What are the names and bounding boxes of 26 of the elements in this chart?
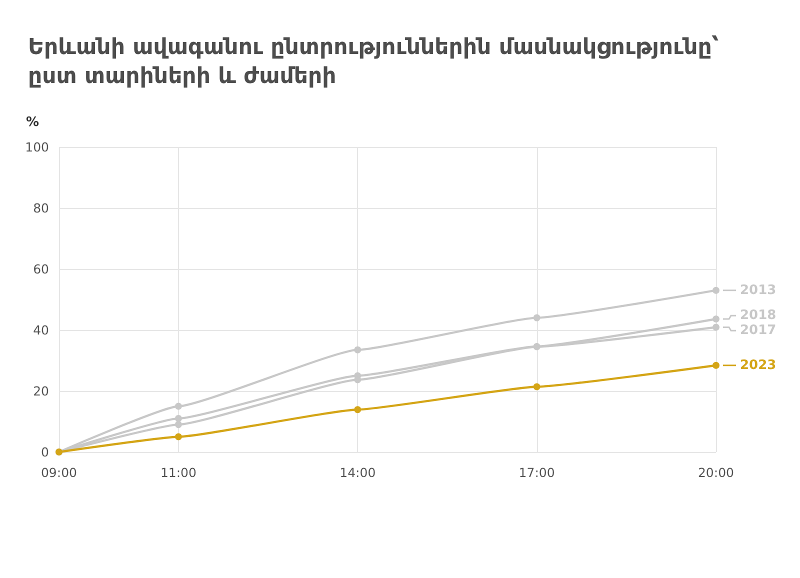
y-tick-label: 40: [33, 322, 50, 338]
point: [533, 314, 540, 322]
y-tick-label: 100: [25, 140, 50, 154]
point: [354, 406, 362, 414]
point: [712, 316, 720, 323]
point: [712, 324, 720, 331]
point: [174, 421, 182, 428]
point: [354, 346, 362, 354]
point: [712, 362, 720, 369]
chart-title: Երևանի ավագանու ընտրություններին մասնակցությունը՝ ըստ տարիների և ժամերի: [28, 34, 720, 91]
point: [174, 433, 182, 440]
legend-label: 2023: [740, 358, 776, 373]
point: [174, 402, 182, 410]
point: [533, 383, 540, 390]
y-tick-label: 0: [41, 444, 50, 460]
x-tick-label: 20:00: [698, 465, 734, 480]
point: [712, 286, 720, 294]
point: [174, 414, 182, 422]
x-tick-label: 17:00: [518, 465, 555, 480]
x-tick-label: 11:00: [160, 465, 197, 480]
y-tick-label: 60: [33, 262, 50, 276]
y-tick-label: 80: [33, 200, 50, 216]
y-tick-label: 20: [33, 384, 50, 398]
y-axis-title: %: [26, 115, 39, 130]
x-tick-label: 09:00: [40, 465, 78, 480]
x-tick-label: 14:00: [340, 465, 376, 480]
